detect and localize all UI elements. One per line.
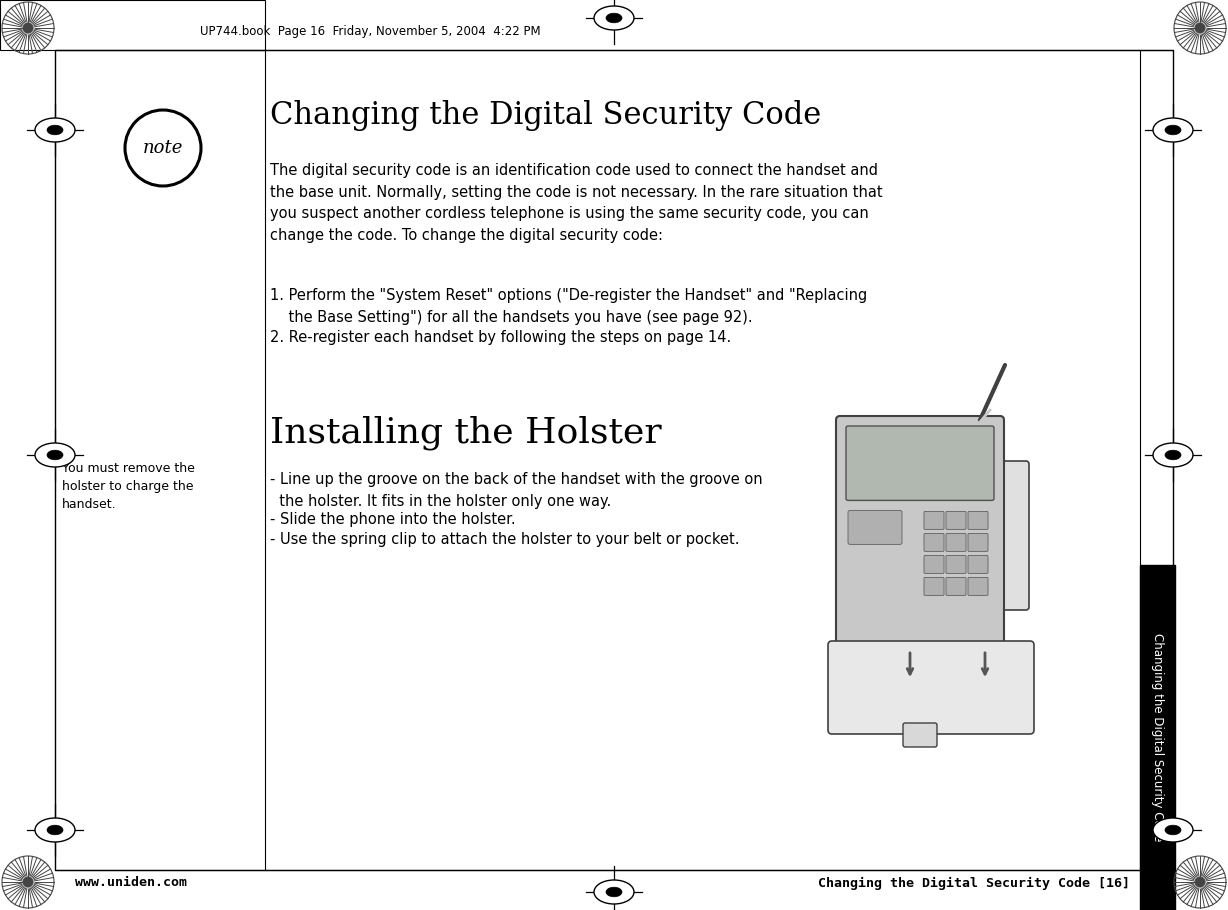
Text: Changing the Digital Security Code: Changing the Digital Security Code [270,100,822,131]
Ellipse shape [47,825,63,834]
FancyBboxPatch shape [846,426,993,501]
FancyBboxPatch shape [946,511,966,530]
Ellipse shape [36,443,75,467]
Ellipse shape [47,126,63,135]
FancyBboxPatch shape [923,578,944,595]
FancyBboxPatch shape [968,578,989,595]
FancyBboxPatch shape [968,511,989,530]
FancyBboxPatch shape [923,511,944,530]
FancyBboxPatch shape [828,641,1034,734]
Text: www.uniden.com: www.uniden.com [75,876,187,889]
Circle shape [23,23,33,33]
Bar [1140,565,1175,910]
FancyBboxPatch shape [946,555,966,573]
Text: Changing the Digital Security Code: Changing the Digital Security Code [1151,633,1164,842]
FancyBboxPatch shape [903,723,937,747]
Text: You must remove the
holster to charge the
handset.: You must remove the holster to charge th… [61,462,195,511]
Ellipse shape [1153,818,1192,842]
Text: 2. Re-register each handset by following the steps on page 14.: 2. Re-register each handset by following… [270,330,731,345]
Text: Changing the Digital Security Code [16]: Changing the Digital Security Code [16] [818,876,1130,890]
Ellipse shape [1153,443,1192,467]
Text: UP744.book  Page 16  Friday, November 5, 2004  4:22 PM: UP744.book Page 16 Friday, November 5, 2… [200,25,540,37]
FancyBboxPatch shape [946,533,966,551]
Text: - Slide the phone into the holster.: - Slide the phone into the holster. [270,512,516,527]
Text: The digital security code is an identification code used to connect the handset : The digital security code is an identifi… [270,163,883,243]
FancyBboxPatch shape [836,416,1005,644]
Text: 1. Perform the "System Reset" options ("De-register the Handset" and "Replacing
: 1. Perform the "System Reset" options ("… [270,288,867,325]
Text: - Use the spring clip to attach the holster to your belt or pocket.: - Use the spring clip to attach the hols… [270,532,739,547]
Circle shape [1195,877,1205,887]
Ellipse shape [36,118,75,142]
FancyBboxPatch shape [946,578,966,595]
Ellipse shape [605,14,623,23]
FancyBboxPatch shape [923,555,944,573]
FancyBboxPatch shape [968,533,989,551]
Ellipse shape [1165,450,1181,460]
Ellipse shape [1165,126,1181,135]
FancyBboxPatch shape [995,461,1029,610]
Text: note: note [142,139,183,157]
FancyBboxPatch shape [849,511,903,544]
Ellipse shape [605,887,623,896]
Circle shape [23,877,33,887]
Bar [0,0,265,50]
Circle shape [1195,23,1205,33]
Ellipse shape [594,6,634,30]
Ellipse shape [47,450,63,460]
FancyBboxPatch shape [968,555,989,573]
Ellipse shape [1153,118,1192,142]
FancyBboxPatch shape [923,533,944,551]
Ellipse shape [1165,825,1181,834]
Text: Installing the Holster: Installing the Holster [270,415,662,450]
Text: - Line up the groove on the back of the handset with the groove on
  the holster: - Line up the groove on the back of the … [270,472,763,509]
Ellipse shape [594,880,634,904]
Ellipse shape [36,818,75,842]
